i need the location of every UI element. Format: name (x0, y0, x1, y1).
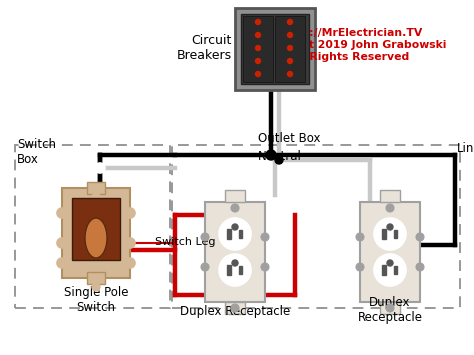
Circle shape (255, 71, 261, 76)
Text: Duplex Receptacle: Duplex Receptacle (180, 306, 290, 318)
Circle shape (125, 208, 135, 218)
Circle shape (125, 258, 135, 268)
Circle shape (125, 238, 135, 248)
Bar (382, 229, 386, 239)
Circle shape (288, 59, 292, 64)
Circle shape (356, 233, 364, 241)
Circle shape (57, 258, 67, 268)
Bar (360, 202, 420, 302)
Circle shape (255, 33, 261, 38)
Bar (239, 230, 242, 238)
Circle shape (416, 233, 424, 241)
Text: Neutral: Neutral (258, 151, 302, 164)
Text: Line: Line (457, 142, 474, 154)
Circle shape (255, 20, 261, 24)
Bar (394, 266, 397, 274)
Circle shape (232, 260, 238, 266)
Bar (87, 272, 105, 284)
Circle shape (374, 254, 406, 286)
Text: https://MrElectrician.TV
Copyright 2019 John Grabowski
All Rights Reserved: https://MrElectrician.TV Copyright 2019 … (254, 28, 446, 62)
Bar (225, 190, 245, 202)
Bar (87, 182, 105, 194)
Bar (275, 16, 305, 82)
Bar (241, 14, 309, 84)
Circle shape (288, 20, 292, 24)
Circle shape (201, 263, 209, 271)
Circle shape (92, 193, 100, 201)
Bar (380, 190, 400, 202)
Ellipse shape (85, 218, 107, 258)
Circle shape (387, 224, 393, 230)
Circle shape (386, 304, 394, 312)
Bar (239, 266, 242, 274)
Bar (172, 145, 460, 308)
Bar (225, 302, 245, 314)
Bar (243, 16, 273, 82)
Circle shape (387, 260, 393, 266)
Circle shape (288, 33, 292, 38)
Circle shape (92, 283, 100, 291)
Circle shape (386, 204, 394, 212)
Circle shape (255, 59, 261, 64)
Circle shape (219, 254, 251, 286)
Circle shape (288, 45, 292, 50)
Bar (205, 202, 265, 302)
Circle shape (201, 233, 209, 241)
Circle shape (288, 71, 292, 76)
Bar (72, 198, 120, 260)
Circle shape (231, 304, 239, 312)
Circle shape (219, 218, 251, 250)
Circle shape (57, 238, 67, 248)
Text: Circuit
Breakers: Circuit Breakers (177, 34, 232, 62)
Bar (227, 265, 231, 275)
Circle shape (275, 156, 283, 164)
Bar (62, 188, 130, 278)
Circle shape (261, 263, 269, 271)
Text: Outlet Box: Outlet Box (258, 131, 320, 144)
Circle shape (261, 233, 269, 241)
Circle shape (95, 163, 105, 173)
Circle shape (255, 45, 261, 50)
Circle shape (374, 218, 406, 250)
Text: Duplex
Receptacle: Duplex Receptacle (357, 296, 422, 324)
Circle shape (416, 263, 424, 271)
Circle shape (231, 204, 239, 212)
Circle shape (356, 263, 364, 271)
Text: Single Pole
Switch: Single Pole Switch (64, 286, 128, 314)
Bar (235, 8, 315, 90)
Bar (394, 230, 397, 238)
Bar (227, 229, 231, 239)
Text: Switch
Box: Switch Box (17, 138, 56, 166)
Circle shape (232, 224, 238, 230)
Circle shape (57, 208, 67, 218)
Bar (15, 145, 170, 308)
Text: Switch Leg: Switch Leg (155, 237, 216, 247)
Bar (380, 302, 400, 314)
Bar (382, 265, 386, 275)
Circle shape (266, 150, 276, 160)
